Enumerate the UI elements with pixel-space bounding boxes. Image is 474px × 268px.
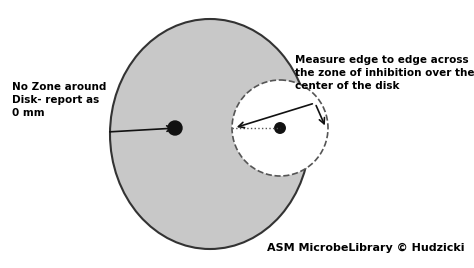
- Circle shape: [232, 80, 328, 176]
- Ellipse shape: [110, 19, 310, 249]
- Circle shape: [168, 121, 182, 135]
- Text: ASM MicrobeLibrary © Hudzicki: ASM MicrobeLibrary © Hudzicki: [267, 243, 465, 253]
- Circle shape: [275, 123, 285, 133]
- Text: Measure edge to edge across
the zone of inhibition over the
center of the disk: Measure edge to edge across the zone of …: [295, 55, 474, 91]
- Text: No Zone around
Disk- report as
0 mm: No Zone around Disk- report as 0 mm: [12, 82, 106, 118]
